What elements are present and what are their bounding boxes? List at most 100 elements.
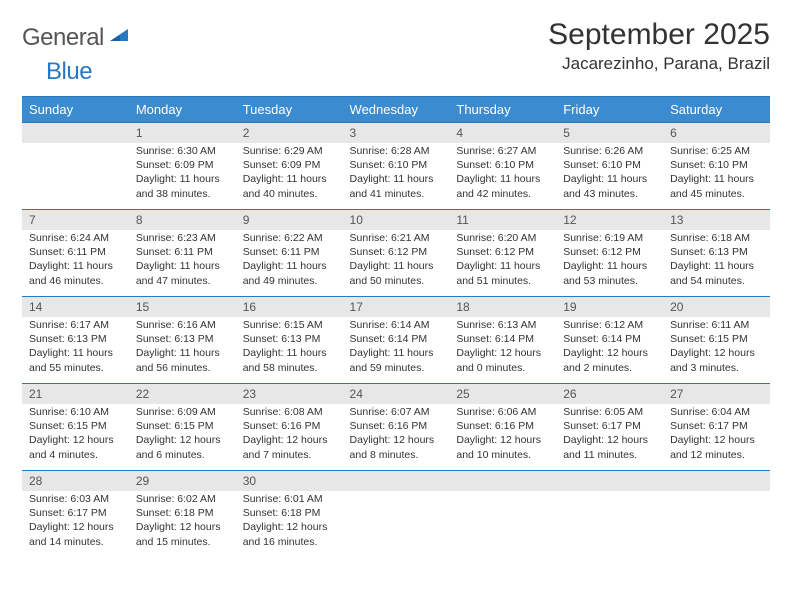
daylight-text: Daylight: 11 hours and 54 minutes. [670,259,763,287]
sunrise-text: Sunrise: 6:29 AM [243,144,336,158]
daylight-text: Daylight: 11 hours and 58 minutes. [243,346,336,374]
calendar-cell: 2Sunrise: 6:29 AMSunset: 6:09 PMDaylight… [236,123,343,210]
daylight-text: Daylight: 11 hours and 46 minutes. [29,259,122,287]
sunset-text: Sunset: 6:13 PM [29,332,122,346]
day-number: 7 [22,210,129,230]
sunset-text: Sunset: 6:15 PM [29,419,122,433]
calendar-cell: 30Sunrise: 6:01 AMSunset: 6:18 PMDayligh… [236,471,343,558]
day-number: 11 [449,210,556,230]
day-number: 6 [663,123,770,143]
calendar-cell: 6Sunrise: 6:25 AMSunset: 6:10 PMDaylight… [663,123,770,210]
calendar-cell: 26Sunrise: 6:05 AMSunset: 6:17 PMDayligh… [556,384,663,471]
day-number-empty [343,471,450,491]
calendar-cell [556,471,663,558]
day-details: Sunrise: 6:18 AMSunset: 6:13 PMDaylight:… [663,230,770,294]
title-block: September 2025 Jacarezinho, Parana, Braz… [548,18,770,74]
sunrise-text: Sunrise: 6:15 AM [243,318,336,332]
sunset-text: Sunset: 6:10 PM [456,158,549,172]
day-details: Sunrise: 6:01 AMSunset: 6:18 PMDaylight:… [236,491,343,555]
day-number: 30 [236,471,343,491]
calendar-cell [663,471,770,558]
day-number: 4 [449,123,556,143]
calendar-body: 1Sunrise: 6:30 AMSunset: 6:09 PMDaylight… [22,123,770,558]
calendar-cell: 5Sunrise: 6:26 AMSunset: 6:10 PMDaylight… [556,123,663,210]
day-details: Sunrise: 6:07 AMSunset: 6:16 PMDaylight:… [343,404,450,468]
sunrise-text: Sunrise: 6:05 AM [563,405,656,419]
sunrise-text: Sunrise: 6:13 AM [456,318,549,332]
sunset-text: Sunset: 6:12 PM [350,245,443,259]
daylight-text: Daylight: 12 hours and 4 minutes. [29,433,122,461]
calendar-week: 28Sunrise: 6:03 AMSunset: 6:17 PMDayligh… [22,471,770,558]
day-details: Sunrise: 6:30 AMSunset: 6:09 PMDaylight:… [129,143,236,207]
daylight-text: Daylight: 12 hours and 10 minutes. [456,433,549,461]
sunset-text: Sunset: 6:14 PM [456,332,549,346]
day-details: Sunrise: 6:29 AMSunset: 6:09 PMDaylight:… [236,143,343,207]
day-number: 13 [663,210,770,230]
day-number: 24 [343,384,450,404]
calendar-cell: 22Sunrise: 6:09 AMSunset: 6:15 PMDayligh… [129,384,236,471]
daylight-text: Daylight: 12 hours and 11 minutes. [563,433,656,461]
day-number: 29 [129,471,236,491]
daylight-text: Daylight: 11 hours and 42 minutes. [456,172,549,200]
daylight-text: Daylight: 11 hours and 51 minutes. [456,259,549,287]
sunrise-text: Sunrise: 6:09 AM [136,405,229,419]
sunset-text: Sunset: 6:17 PM [670,419,763,433]
sunset-text: Sunset: 6:15 PM [670,332,763,346]
sunset-text: Sunset: 6:11 PM [136,245,229,259]
calendar-page: General September 2025 Jacarezinho, Para… [0,0,792,575]
calendar-table: SundayMondayTuesdayWednesdayThursdayFrid… [22,96,770,557]
calendar-cell: 28Sunrise: 6:03 AMSunset: 6:17 PMDayligh… [22,471,129,558]
calendar-cell: 13Sunrise: 6:18 AMSunset: 6:13 PMDayligh… [663,210,770,297]
calendar-cell: 25Sunrise: 6:06 AMSunset: 6:16 PMDayligh… [449,384,556,471]
sunrise-text: Sunrise: 6:16 AM [136,318,229,332]
weekday-row: SundayMondayTuesdayWednesdayThursdayFrid… [22,97,770,123]
calendar-cell: 18Sunrise: 6:13 AMSunset: 6:14 PMDayligh… [449,297,556,384]
day-number: 12 [556,210,663,230]
day-number-empty [556,471,663,491]
location: Jacarezinho, Parana, Brazil [548,54,770,74]
sunrise-text: Sunrise: 6:01 AM [243,492,336,506]
day-details: Sunrise: 6:28 AMSunset: 6:10 PMDaylight:… [343,143,450,207]
month-title: September 2025 [548,18,770,52]
day-number: 21 [22,384,129,404]
sunset-text: Sunset: 6:16 PM [456,419,549,433]
day-number: 1 [129,123,236,143]
day-details: Sunrise: 6:13 AMSunset: 6:14 PMDaylight:… [449,317,556,381]
daylight-text: Daylight: 12 hours and 7 minutes. [243,433,336,461]
sunset-text: Sunset: 6:18 PM [136,506,229,520]
day-number: 15 [129,297,236,317]
sunset-text: Sunset: 6:12 PM [456,245,549,259]
daylight-text: Daylight: 11 hours and 59 minutes. [350,346,443,374]
sunset-text: Sunset: 6:10 PM [350,158,443,172]
day-number: 18 [449,297,556,317]
day-number: 22 [129,384,236,404]
sunrise-text: Sunrise: 6:19 AM [563,231,656,245]
day-number: 14 [22,297,129,317]
logo-text-general: General [22,24,104,52]
sunrise-text: Sunrise: 6:02 AM [136,492,229,506]
day-details: Sunrise: 6:05 AMSunset: 6:17 PMDaylight:… [556,404,663,468]
daylight-text: Daylight: 12 hours and 12 minutes. [670,433,763,461]
day-number: 28 [22,471,129,491]
daylight-text: Daylight: 11 hours and 53 minutes. [563,259,656,287]
sunset-text: Sunset: 6:14 PM [350,332,443,346]
day-number: 20 [663,297,770,317]
daylight-text: Daylight: 12 hours and 14 minutes. [29,520,122,548]
sunset-text: Sunset: 6:18 PM [243,506,336,520]
weekday-header: Tuesday [236,97,343,123]
sunset-text: Sunset: 6:10 PM [563,158,656,172]
sunrise-text: Sunrise: 6:26 AM [563,144,656,158]
logo: General [22,18,132,52]
day-number: 27 [663,384,770,404]
calendar-cell [449,471,556,558]
sunset-text: Sunset: 6:13 PM [670,245,763,259]
day-number: 2 [236,123,343,143]
calendar-week: 14Sunrise: 6:17 AMSunset: 6:13 PMDayligh… [22,297,770,384]
day-details: Sunrise: 6:19 AMSunset: 6:12 PMDaylight:… [556,230,663,294]
daylight-text: Daylight: 11 hours and 50 minutes. [350,259,443,287]
calendar-cell [343,471,450,558]
daylight-text: Daylight: 12 hours and 3 minutes. [670,346,763,374]
sunrise-text: Sunrise: 6:20 AM [456,231,549,245]
sunrise-text: Sunrise: 6:03 AM [29,492,122,506]
day-details: Sunrise: 6:17 AMSunset: 6:13 PMDaylight:… [22,317,129,381]
